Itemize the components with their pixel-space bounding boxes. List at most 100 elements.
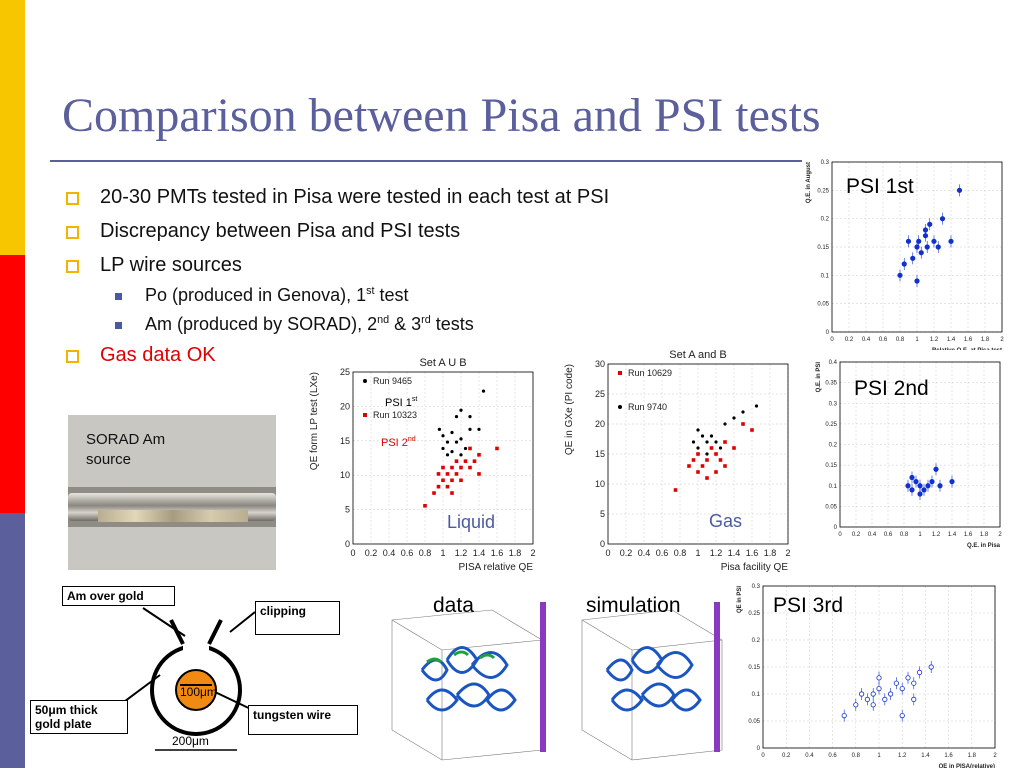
data-point	[909, 487, 915, 493]
data-point	[445, 472, 450, 476]
x-tick-label: 0	[605, 548, 610, 558]
x-tick-label: 0.6	[401, 548, 414, 558]
x-tick-label: 1.2	[898, 753, 907, 759]
data-point	[741, 422, 745, 426]
data-point	[468, 414, 472, 419]
subbullet-2-post: tests	[430, 314, 474, 334]
x-tick-label: 0.6	[879, 337, 888, 343]
x-tick-label: 0.2	[845, 337, 854, 343]
data-point	[477, 472, 481, 476]
chart-title: Set A and B	[669, 349, 727, 361]
left-bar-blue	[0, 513, 25, 768]
data-point	[723, 422, 727, 426]
x-tick-label: 1.8	[980, 532, 989, 538]
x-tick-label: 0.2	[365, 548, 378, 558]
y-tick-label: 0.15	[825, 463, 837, 469]
chart-background	[733, 578, 1003, 768]
y-tick-label: 0.05	[748, 719, 760, 725]
data-point	[714, 452, 718, 456]
data-point	[441, 465, 445, 470]
plot3d-simulation-canvas	[581, 602, 723, 761]
data-point	[870, 702, 876, 708]
subbullet-2-mid: & 3	[389, 314, 422, 334]
x-tick-label: 0.8	[900, 532, 909, 538]
data-point	[459, 437, 463, 441]
data-point	[917, 491, 923, 497]
x-tick-label: 1.6	[964, 337, 973, 343]
x-tick-label: 2	[993, 753, 997, 759]
data-point	[445, 440, 450, 444]
y-tick-label: 15	[595, 449, 605, 459]
data-point	[910, 255, 916, 261]
bullet-marker	[66, 226, 79, 239]
y-axis-label: QE form LP test (LXe)	[309, 372, 320, 470]
y-tick-label: 0	[757, 746, 761, 752]
data-point	[459, 465, 463, 470]
data-point	[454, 414, 459, 419]
plot3d-sim-rings	[605, 646, 702, 712]
data-point	[929, 479, 935, 485]
data-point	[709, 446, 714, 450]
x-tick-label: 0	[830, 337, 834, 343]
data-point	[931, 238, 937, 244]
data-point	[732, 416, 736, 420]
data-point	[463, 459, 468, 463]
chart-gas: 0 0.2 0.4 0.6 0.8 1 1.2 1.4 1.6 1.8 2051015202530S…	[560, 342, 800, 578]
x-tick-label: 1.2	[932, 532, 941, 538]
data-point	[700, 464, 705, 468]
chart-liquid: 0 0.2 0.4 0.6 0.8 1 1.2 1.4 1.6 1.8 20510152025Set…	[305, 342, 545, 578]
data-point	[696, 452, 700, 456]
x-tick-label: 0.2	[620, 548, 633, 558]
x-tick-label: 0	[350, 548, 355, 558]
legend-label: Run 9740	[628, 402, 667, 412]
y-tick-label: 5	[345, 505, 350, 515]
legend-label: Run 9465	[373, 376, 412, 386]
chart-psi-3rd: 0 0.2 0.4 0.6 0.8 1 1.2 1.4 1.6 1.8 2 0 0.05 0.1 0.15 0…	[733, 578, 1003, 768]
legend-marker	[618, 371, 622, 375]
data-point	[673, 488, 678, 492]
left-bar-red	[0, 255, 25, 513]
data-point	[700, 434, 705, 438]
y-tick-label: 0.05	[817, 302, 829, 308]
label-test-in-pisa	[812, 558, 872, 570]
y-tick-label: 0.25	[748, 611, 760, 617]
data-point	[714, 440, 718, 444]
subbullet-2-sup2: rd	[421, 314, 431, 326]
data-point	[914, 278, 920, 284]
data-point	[723, 440, 727, 444]
label-psi-1st: PSI 1st	[846, 175, 914, 198]
data-point	[909, 474, 915, 481]
bullet-gas-ok: Gas data OK	[100, 344, 216, 366]
data-point	[882, 696, 888, 703]
subbullet-marker	[115, 322, 122, 329]
bullet-marker	[66, 192, 79, 205]
arrow-am	[142, 607, 186, 637]
data-point	[463, 446, 468, 451]
y-tick-label: 25	[595, 389, 605, 399]
label-gold-plate-line2: gold plate	[35, 717, 92, 731]
x-tick-label: 0.4	[868, 532, 877, 538]
x-tick-label: 0.6	[656, 548, 669, 558]
data-point	[441, 446, 445, 451]
label-gold-plate-line1: 50μm thick	[35, 703, 98, 717]
x-tick-label: 1.8	[764, 548, 777, 558]
data-point	[956, 187, 963, 193]
data-point	[468, 427, 472, 431]
data-point	[495, 446, 499, 451]
data-point	[924, 244, 930, 250]
label-gold-plate: 50μm thick gold plate	[30, 700, 128, 734]
data-point	[754, 404, 759, 408]
data-point	[918, 250, 924, 256]
y-tick-label: 0	[345, 539, 350, 549]
data-point	[450, 478, 454, 483]
arrow-clipping	[229, 611, 256, 633]
y-tick-label: 0.2	[821, 217, 830, 223]
data-point	[937, 483, 943, 489]
y-tick-label: 0.3	[829, 401, 838, 407]
data-point	[859, 691, 865, 697]
subbullet-2: Am (produced by SORAD), 2nd & 3rd tests	[145, 314, 474, 335]
sorad-caption-1: SORAD Am	[86, 431, 166, 448]
data-point	[705, 452, 709, 456]
x-tick-label: 1.4	[473, 548, 486, 558]
x-tick-label: 1.6	[491, 548, 504, 558]
